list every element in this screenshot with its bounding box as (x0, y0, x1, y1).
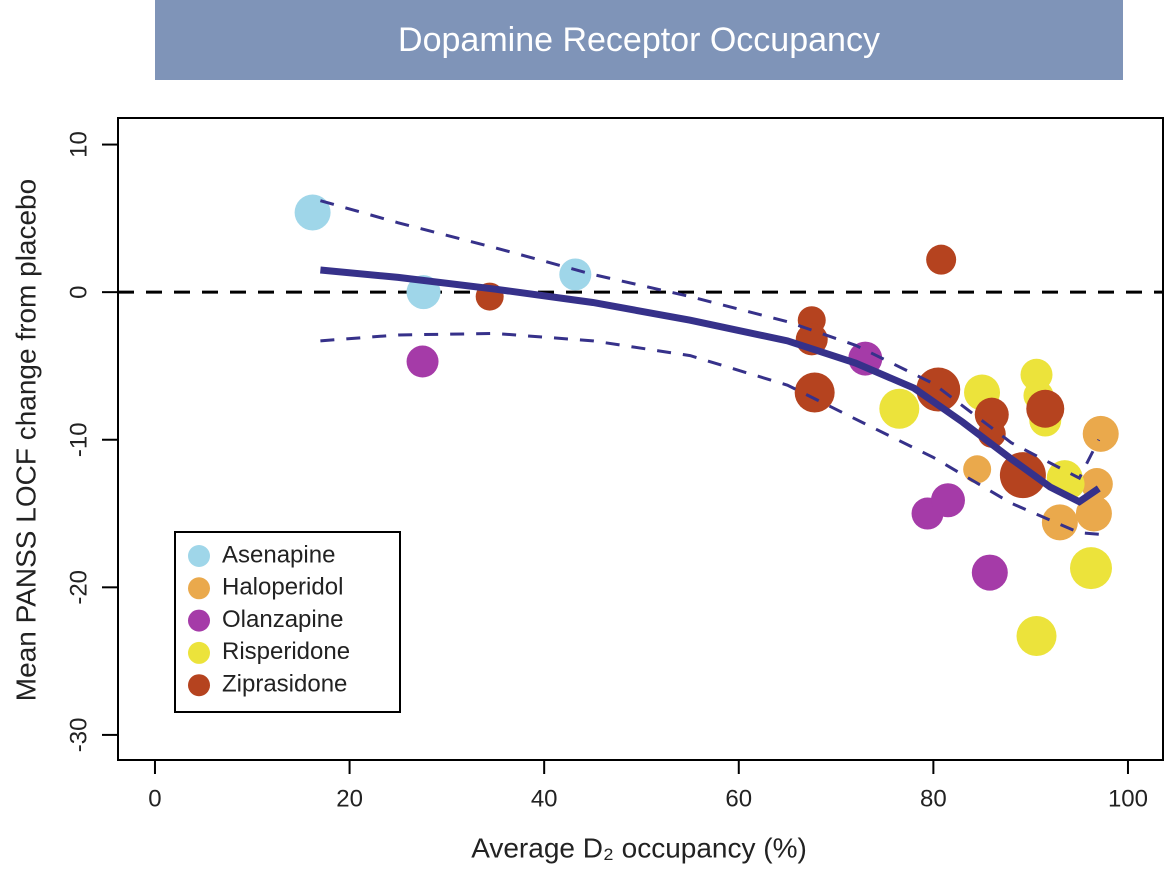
data-point (1082, 415, 1119, 452)
legend-marker (188, 609, 210, 632)
x-tick-label: 0 (148, 785, 161, 812)
legend-label: Asenapine (222, 541, 335, 568)
legend-marker (188, 577, 210, 600)
legend-label: Ziprasidone (222, 671, 347, 698)
y-tick-label: 0 (65, 285, 92, 298)
y-tick-label: -30 (65, 718, 92, 753)
legend: Asenapine Haloperidol Olanzapine Risperidon… (174, 531, 401, 713)
data-point (1069, 547, 1112, 590)
legend-label: Olanzapine (222, 606, 343, 633)
chart-title: Dopamine Receptor Occupancy (398, 21, 880, 59)
data-point (1041, 504, 1078, 541)
y-axis-label: Mean PANSS LOCF change from placebo (10, 179, 41, 701)
y-tick-label: -10 (65, 422, 92, 457)
data-point (963, 455, 992, 484)
title-banner (155, 0, 1123, 80)
legend-marker (188, 545, 210, 567)
x-tick-label: 20 (336, 785, 363, 812)
data-point (926, 244, 957, 275)
legend-box (174, 531, 401, 713)
data-point (879, 388, 920, 429)
x-tick-label: 100 (1108, 785, 1148, 812)
data-point (1026, 389, 1065, 428)
y-tick-label: 10 (65, 131, 92, 158)
y-tick-label: -20 (65, 570, 92, 605)
data-point (294, 194, 331, 231)
data-point (1075, 495, 1112, 532)
data-point (999, 452, 1046, 499)
x-tick-label: 60 (725, 785, 752, 812)
confidence-band (320, 331, 1099, 536)
confidence-band (319, 199, 1101, 481)
data-point (930, 483, 965, 518)
data-point (406, 345, 439, 378)
data-point (794, 372, 835, 413)
x-axis-label: Average D₂ occupancy (%) (471, 832, 807, 863)
data-point (971, 554, 1008, 591)
x-tick-label: 80 (920, 785, 947, 812)
legend-label: Risperidone (222, 638, 350, 665)
legend-marker (188, 641, 210, 664)
legend-marker (188, 674, 210, 697)
x-tick-label: 40 (531, 785, 558, 812)
data-point (1016, 616, 1057, 657)
data-point (559, 258, 592, 291)
legend-label: Haloperidol (222, 574, 343, 601)
fit-line (320, 266, 1101, 506)
